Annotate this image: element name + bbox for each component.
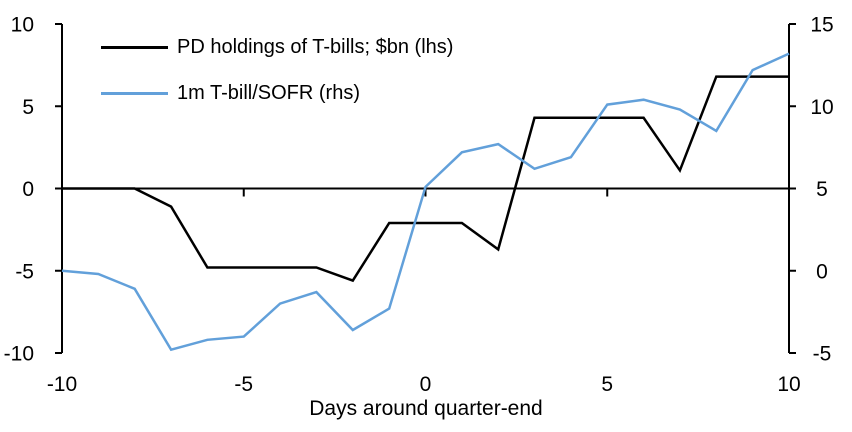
x-axis-title: Days around quarter-end	[309, 397, 543, 420]
left-axis-tick-label: 10	[11, 14, 34, 37]
right-axis-tick-label: 10	[810, 96, 833, 119]
x-axis-tick-label: 5	[601, 373, 613, 396]
x-axis-tick-label: 0	[420, 373, 432, 396]
right-axis-tick-label: -5	[813, 343, 832, 366]
legend-swatch-pd-holdings	[101, 46, 168, 49]
legend-label-pd-holdings: PD holdings of T-bills; $bn (lhs)	[177, 36, 454, 58]
x-axis-tick-label: 10	[777, 373, 800, 396]
legend-item-tbill-sofr: 1m T-bill/SOFR (rhs)	[101, 80, 453, 107]
right-axis-tick-label: 15	[810, 14, 833, 37]
right-axis-tick-label: 0	[816, 260, 828, 283]
legend-swatch-tbill-sofr	[101, 92, 168, 95]
x-axis-tick-label: -5	[234, 373, 253, 396]
left-axis-tick-label: -5	[15, 260, 34, 283]
x-axis-tick-label: -10	[47, 373, 77, 396]
legend: PD holdings of T-bills; $bn (lhs) 1m T-b…	[101, 34, 453, 107]
legend-item-pd-holdings: PD holdings of T-bills; $bn (lhs)	[101, 34, 453, 61]
legend-label-tbill-sofr: 1m T-bill/SOFR (rhs)	[177, 82, 360, 104]
right-axis-tick-label: 5	[816, 178, 828, 201]
left-axis-tick-label: 5	[22, 96, 34, 119]
series-line-1m-tbill-sofr	[61, 52, 790, 352]
left-axis-tick-label: 0	[22, 178, 34, 201]
left-axis-tick-label: -10	[4, 343, 34, 366]
series-line-pd-holdings	[62, 75, 789, 283]
